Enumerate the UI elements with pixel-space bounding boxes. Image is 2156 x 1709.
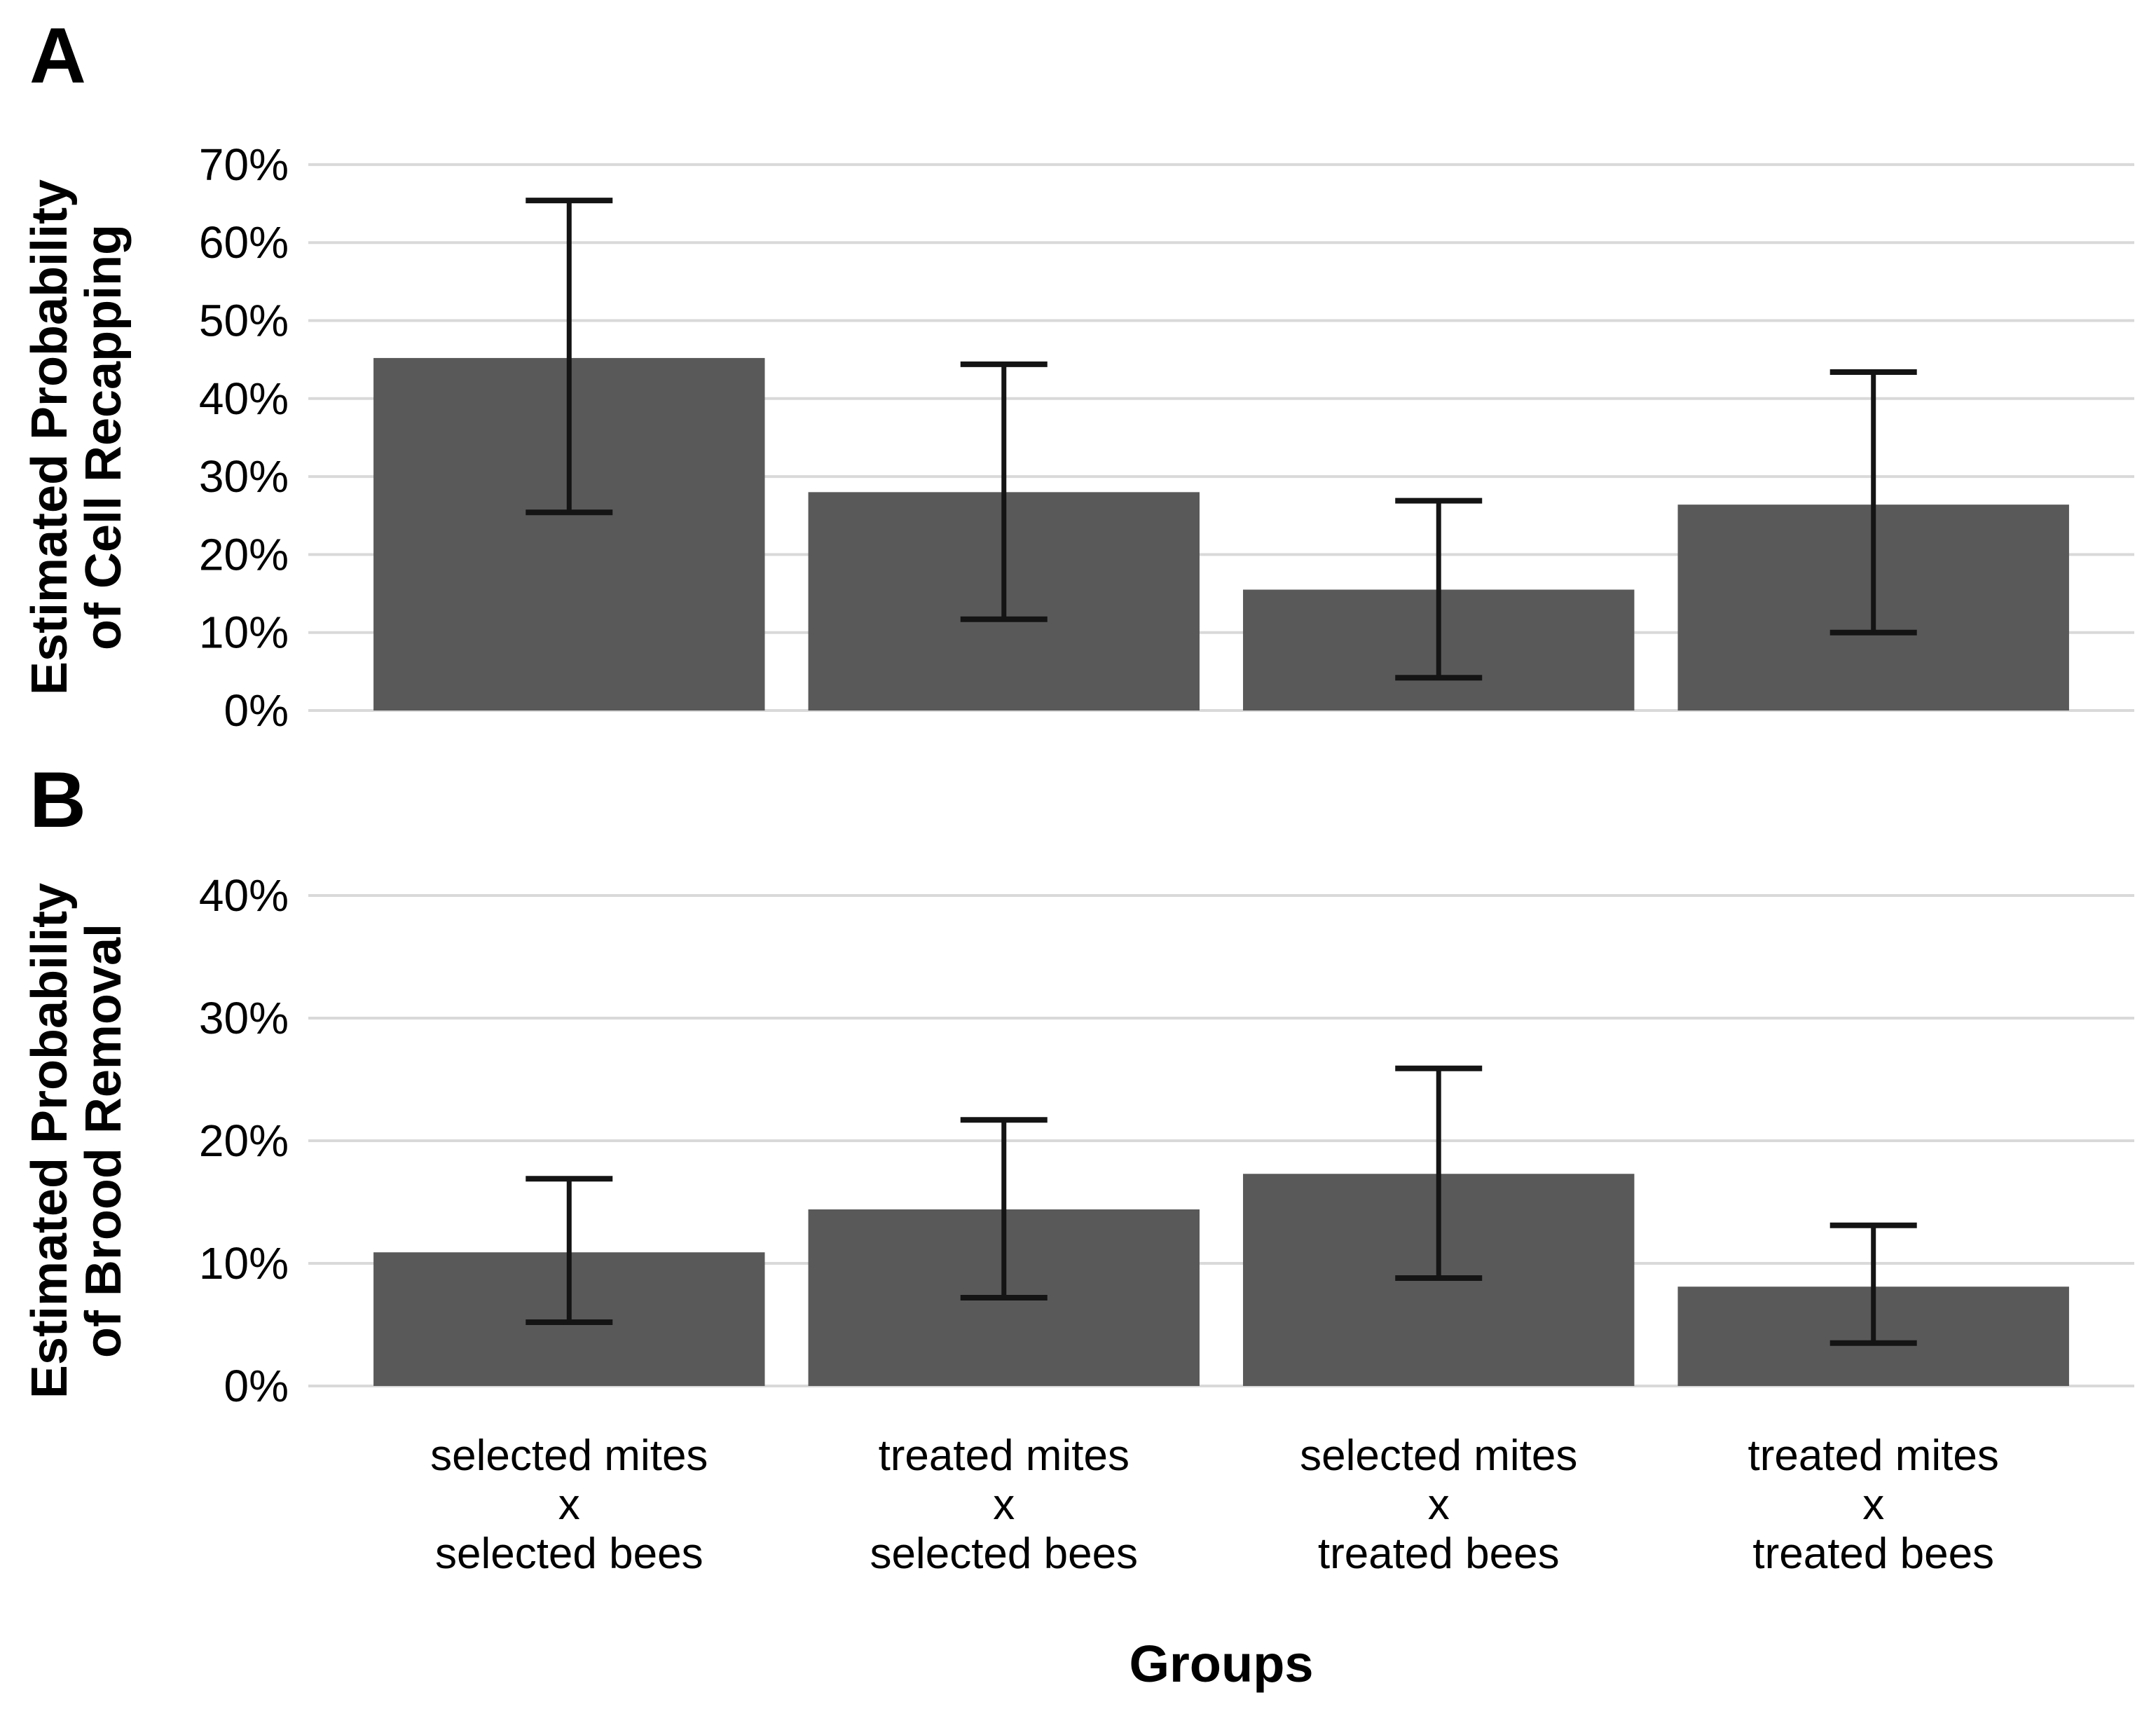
- category-label-line: x: [993, 1481, 1015, 1529]
- y-tick-label: 30%: [199, 993, 289, 1043]
- category-label-line: treated mites: [1748, 1432, 1999, 1480]
- y-tick-label: 40%: [199, 870, 289, 921]
- category-label-line: selected mites: [1300, 1432, 1577, 1480]
- panel-a-y-axis-title-line1: Estimated Probability: [22, 179, 78, 695]
- panel-a-y-axis-title-line2: of Cell Recapping: [76, 224, 132, 650]
- y-tick-label: 20%: [199, 529, 289, 579]
- category-label-line: treated mites: [879, 1432, 1130, 1480]
- x-axis-title: Groups: [1129, 1635, 1313, 1693]
- category-label-line: x: [1862, 1481, 1884, 1529]
- y-tick-label: 50%: [199, 296, 289, 346]
- category-label-line: treated bees: [1752, 1530, 1994, 1578]
- panel-a: 0% 10% 20% 30% 40% 50% 60% 70%: [199, 139, 2134, 736]
- y-tick-label: 40%: [199, 373, 289, 424]
- category-label-line: selected bees: [870, 1530, 1138, 1578]
- y-tick-label: 0%: [224, 1361, 289, 1411]
- panel-b: 0% 10% 20% 30% 40%: [199, 870, 2134, 1411]
- y-tick-label: 0%: [224, 685, 289, 736]
- category-label-line: x: [558, 1481, 580, 1529]
- panel-b-letter: B: [29, 756, 86, 844]
- y-tick-label: 30%: [199, 451, 289, 502]
- y-tick-label: 20%: [199, 1116, 289, 1166]
- category-label-line: treated bees: [1318, 1530, 1560, 1578]
- y-tick-label: 10%: [199, 608, 289, 658]
- panel-b-y-axis-title-line1: Estimated Probability: [22, 883, 78, 1399]
- y-tick-label: 10%: [199, 1238, 289, 1289]
- y-tick-label: 60%: [199, 217, 289, 268]
- y-tick-label: 70%: [199, 139, 289, 190]
- category-label-line: selected bees: [435, 1530, 703, 1578]
- category-label-line: selected mites: [430, 1432, 708, 1480]
- panel-a-letter: A: [29, 12, 86, 99]
- category-label-line: x: [1428, 1481, 1450, 1529]
- panel-b-y-axis-title-line2: of Brood Removal: [76, 924, 132, 1358]
